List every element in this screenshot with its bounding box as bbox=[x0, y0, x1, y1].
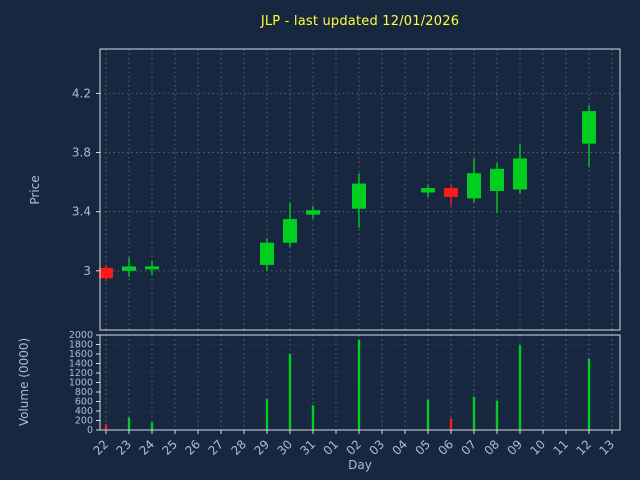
candle-body bbox=[306, 210, 320, 215]
volume-bar bbox=[150, 422, 154, 430]
day-tick-label: 02 bbox=[343, 437, 364, 458]
day-tick-label: 04 bbox=[389, 437, 410, 458]
day-tick-label: 29 bbox=[251, 437, 272, 458]
volume-bar bbox=[265, 399, 269, 430]
day-tick-label: 22 bbox=[90, 437, 111, 458]
day-tick-label: 24 bbox=[136, 437, 157, 458]
day-tick-label: 26 bbox=[182, 437, 203, 458]
price-tick-label: 3.4 bbox=[72, 205, 91, 219]
volume-bar bbox=[472, 396, 476, 430]
volume-tick-label: 1200 bbox=[69, 368, 93, 379]
volume-bar bbox=[587, 358, 591, 430]
x-axis-label: Day bbox=[348, 458, 372, 472]
day-tick-label: 12 bbox=[573, 437, 594, 458]
candle-body bbox=[421, 188, 435, 193]
price-plot-border bbox=[99, 48, 621, 331]
candle-body bbox=[513, 158, 527, 190]
volume-tick-label: 2000 bbox=[69, 330, 93, 341]
volume-tick-label: 0 bbox=[87, 425, 93, 436]
candle-body bbox=[490, 168, 504, 191]
candle-body bbox=[260, 242, 274, 265]
volume-tick-label: 200 bbox=[75, 416, 93, 427]
volume-tick-label: 1400 bbox=[69, 359, 93, 370]
day-tick-label: 06 bbox=[435, 437, 456, 458]
price-tick-label: 3 bbox=[83, 264, 91, 278]
volume-bar bbox=[104, 424, 108, 430]
candle-body bbox=[352, 183, 366, 209]
day-tick-label: 10 bbox=[527, 437, 548, 458]
day-tick-label: 28 bbox=[228, 437, 249, 458]
volume-bar bbox=[518, 345, 522, 430]
candle-body bbox=[444, 188, 458, 197]
day-tick-label: 01 bbox=[320, 437, 341, 458]
day-tick-label: 27 bbox=[205, 437, 226, 458]
day-tick-label: 05 bbox=[412, 437, 433, 458]
day-tick-label: 03 bbox=[366, 437, 387, 458]
candle-body bbox=[99, 267, 113, 279]
volume-bar bbox=[311, 405, 315, 430]
day-tick-label: 13 bbox=[596, 437, 617, 458]
chart-title: JLP - last updated 12/01/2026 bbox=[260, 14, 460, 29]
day-tick-label: 11 bbox=[550, 437, 571, 458]
candle-body bbox=[582, 111, 596, 144]
price-tick-label: 3.8 bbox=[72, 146, 91, 160]
price-axis-label: Price bbox=[28, 175, 42, 205]
volume-tick-label: 400 bbox=[75, 406, 93, 417]
volume-bar bbox=[495, 400, 499, 430]
volume-bar bbox=[288, 354, 292, 430]
volume-bar bbox=[426, 399, 430, 430]
candle-body bbox=[122, 266, 136, 271]
candle-body bbox=[467, 173, 481, 199]
day-tick-label: 08 bbox=[481, 437, 502, 458]
volume-axis-label: Volume (0000) bbox=[17, 337, 31, 427]
day-tick-label: 07 bbox=[458, 437, 479, 458]
day-tick-label: 31 bbox=[297, 437, 318, 458]
volume-tick-label: 1000 bbox=[69, 378, 93, 389]
volume-bar bbox=[357, 339, 361, 430]
candle-body bbox=[145, 266, 159, 270]
price-tick-label: 4.2 bbox=[72, 86, 91, 100]
volume-tick-label: 1600 bbox=[69, 349, 93, 360]
candle-body bbox=[283, 219, 297, 243]
day-tick-label: 25 bbox=[159, 437, 180, 458]
day-tick-label: 30 bbox=[274, 437, 295, 458]
volume-bar bbox=[449, 418, 453, 430]
volume-tick-label: 1800 bbox=[69, 340, 93, 351]
day-tick-label: 23 bbox=[113, 437, 134, 458]
volume-tick-label: 600 bbox=[75, 397, 93, 408]
day-tick-label: 09 bbox=[504, 437, 525, 458]
volume-bar bbox=[127, 417, 131, 430]
volume-tick-label: 800 bbox=[75, 387, 93, 398]
